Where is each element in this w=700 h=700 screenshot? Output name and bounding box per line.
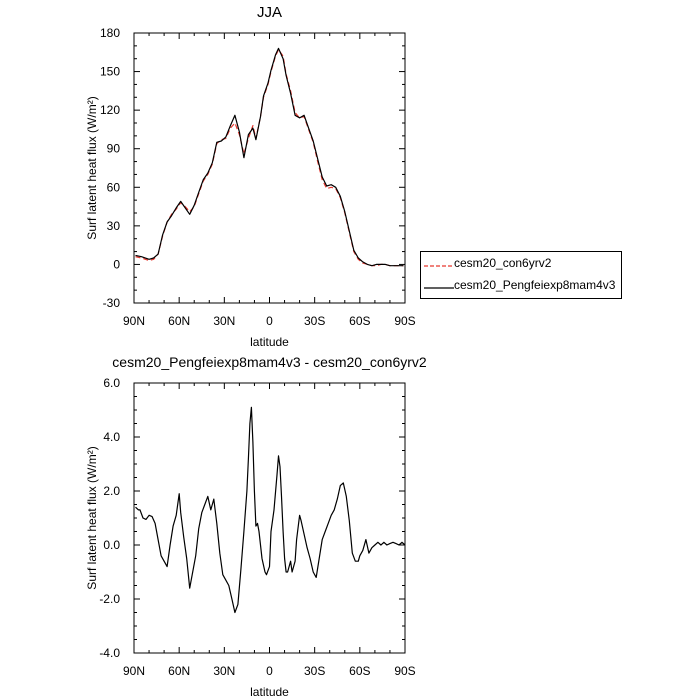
y-axis-label: Surf latent heat flux (W/m²) — [85, 96, 99, 239]
x-tick-label: 0 — [266, 664, 273, 678]
x-tick-label: 90S — [394, 314, 415, 328]
x-tick-label: 30N — [213, 664, 235, 678]
chart-title: JJA — [257, 4, 282, 21]
x-tick-label: 30S — [304, 664, 325, 678]
y-tick-label: 30 — [107, 219, 121, 233]
y-tick-label: 0 — [113, 257, 120, 271]
y-tick-label: 150 — [100, 65, 120, 79]
y-tick-label: -30 — [103, 296, 121, 310]
y-tick-label: 0.0 — [103, 538, 120, 552]
series-line-0 — [135, 406, 406, 614]
y-tick-label: 90 — [107, 142, 121, 156]
y-axis-label: Surf latent heat flux (W/m²) — [85, 446, 99, 589]
y-tick-label: -4.0 — [99, 646, 120, 660]
y-tick-label: 4.0 — [103, 430, 120, 444]
y-tick-label: 120 — [100, 103, 120, 117]
y-tick-label: -2.0 — [99, 592, 120, 606]
y-tick-label: 60 — [107, 180, 121, 194]
legend-label-experiment: cesm20_Pengfeiexp8mam4v3 — [454, 278, 616, 292]
series-line-1 — [135, 47, 404, 267]
x-tick-label: 0 — [266, 314, 273, 328]
x-tick-label: 30S — [304, 314, 325, 328]
y-tick-label: 6.0 — [103, 376, 120, 390]
legend-swatch-solid-black — [424, 287, 454, 289]
legend-label-control: cesm20_con6yrv2 — [454, 256, 552, 270]
x-tick-label: 60N — [168, 314, 190, 328]
y-tick-label: 180 — [100, 26, 120, 40]
legend-swatch-dashed-red — [424, 265, 454, 267]
x-tick-label: 60N — [168, 664, 190, 678]
top-panel: JJA 90N 60N 30N 0 30S 60S 90S -30 0 30 60 90 120 150 18… — [85, 4, 416, 349]
x-tick-label: 60S — [349, 314, 370, 328]
x-tick-label: 60S — [349, 664, 370, 678]
y-tick-label: 2.0 — [103, 484, 120, 498]
legend: cesm20_con6yrv2 cesm20_Pengfeiexp8mam4v3 — [420, 251, 622, 299]
series-line-0 — [135, 49, 404, 267]
bottom-panel: cesm20_Pengfeiexp8mam4v3 - cesm20_con6yr… — [85, 354, 427, 699]
x-tick-label: 30N — [213, 314, 235, 328]
chart-title: cesm20_Pengfeiexp8mam4v3 - cesm20_con6yr… — [112, 354, 427, 370]
legend-entry-experiment: cesm20_Pengfeiexp8mam4v3 — [421, 276, 621, 296]
x-axis-label: latitude — [250, 335, 289, 349]
legend-entry-control: cesm20_con6yrv2 — [421, 254, 621, 274]
x-tick-label: 90N — [123, 314, 145, 328]
plot-frame — [133, 382, 406, 654]
x-axis-label: latitude — [250, 685, 289, 699]
x-tick-label: 90N — [123, 664, 145, 678]
x-tick-label: 90S — [394, 664, 415, 678]
